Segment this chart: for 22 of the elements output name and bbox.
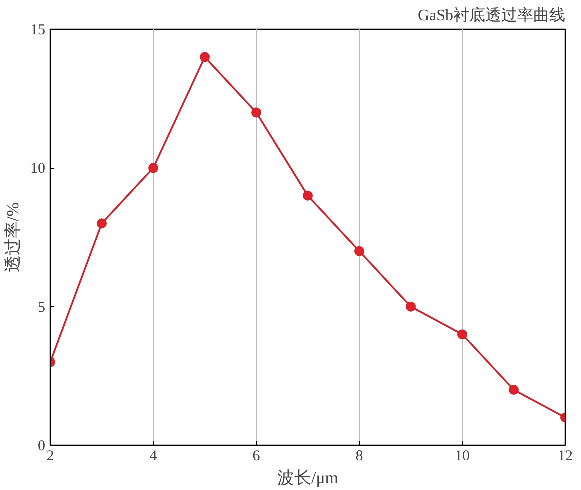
point xyxy=(354,246,364,256)
y-tick-label: 15 xyxy=(30,22,46,38)
x-tick-label: 8 xyxy=(356,448,364,464)
point xyxy=(148,163,158,174)
point xyxy=(97,218,107,229)
point xyxy=(509,385,519,396)
y-tick-label: 5 xyxy=(38,300,46,316)
point xyxy=(252,108,262,118)
x-tick-label: 10 xyxy=(455,448,470,464)
y-tick-label: 0 xyxy=(38,438,46,454)
point xyxy=(406,302,416,312)
y-axis-title: 透过率/% xyxy=(4,202,22,272)
point xyxy=(200,52,210,62)
x-tick-label: 12 xyxy=(558,448,573,464)
x-tick-label: 2 xyxy=(46,448,54,464)
point xyxy=(458,330,468,340)
chart-title: GaSb衬底透过率曲线 xyxy=(418,6,566,24)
x-tick-label: 6 xyxy=(252,448,261,464)
x-axis-title: 波长/μm xyxy=(277,468,339,488)
x-tick-label: 4 xyxy=(150,448,158,464)
y-tick-label: 10 xyxy=(30,161,46,178)
point xyxy=(303,190,313,201)
